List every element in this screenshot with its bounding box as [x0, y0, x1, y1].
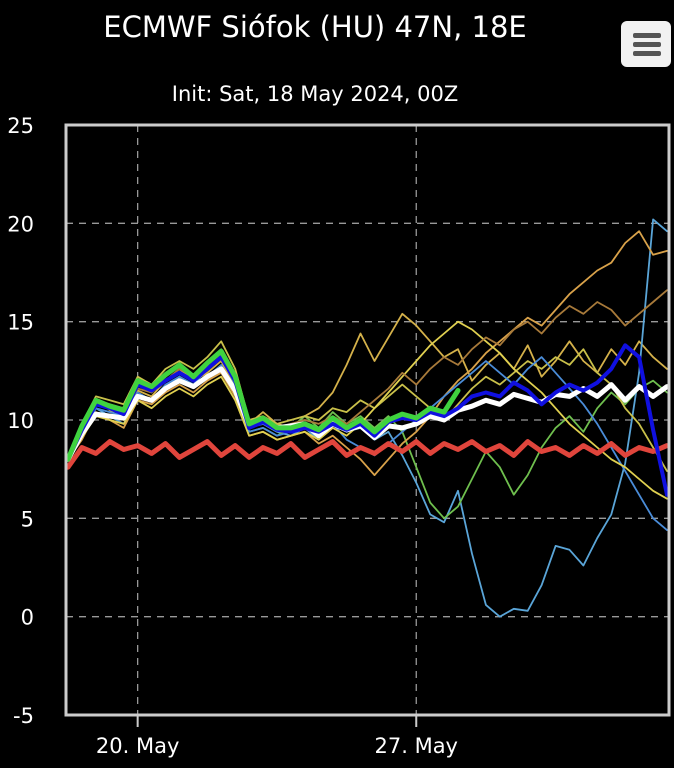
x-tick-label: 27. May — [375, 734, 459, 758]
control-run — [66, 343, 669, 497]
y-tick-label: 0 — [21, 606, 34, 630]
y-axis-ticks: -5 0 5 10 15 20 25 — [7, 114, 34, 728]
x-axis-ticks: 20. May 27. May — [96, 715, 458, 758]
ensemble-members — [67, 218, 668, 618]
series-line-member — [67, 230, 668, 477]
deterministic-run — [65, 348, 461, 462]
chart-subtitle: Init: Sat, 18 May 2024, 00Z — [171, 82, 459, 106]
y-tick-label: 25 — [7, 114, 34, 138]
chart-menu-button[interactable] — [621, 21, 671, 67]
climate-series — [65, 439, 670, 470]
series-line-member — [67, 340, 668, 473]
series-line-control — [66, 343, 669, 497]
plot-frame — [64, 123, 671, 717]
series-line-member — [67, 218, 668, 618]
y-tick-label: 5 — [21, 507, 34, 531]
x-tick-label: 20. May — [96, 734, 180, 758]
series-line-member — [67, 320, 668, 500]
chart-title: ECMWF Siófok (HU) 47N, 18E — [103, 10, 527, 44]
y-tick-label: 10 — [7, 409, 34, 433]
chart-grid — [66, 125, 669, 715]
y-tick-label: -5 — [13, 704, 34, 728]
y-tick-label: 15 — [7, 311, 34, 335]
series-line-deterministic — [65, 348, 461, 462]
series-line-climate — [65, 439, 670, 470]
y-tick-label: 20 — [7, 212, 34, 236]
